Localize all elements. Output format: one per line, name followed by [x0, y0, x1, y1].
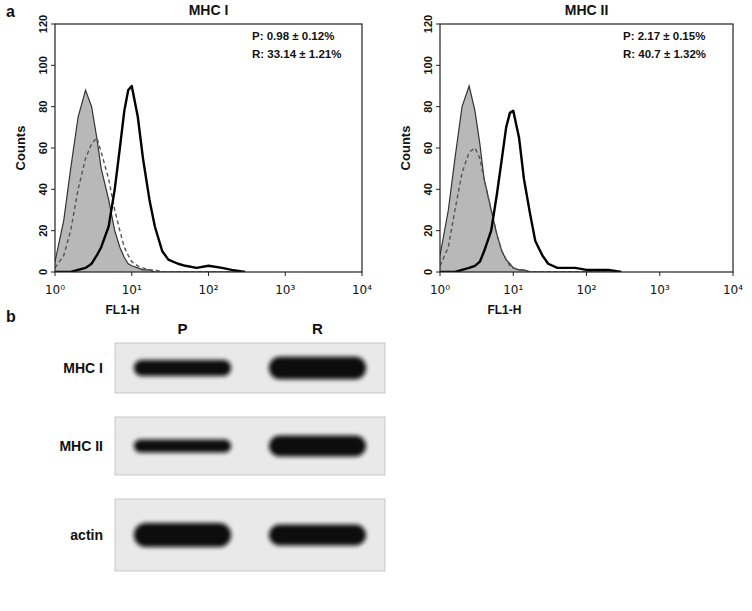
plot-frame: [55, 24, 362, 272]
y-tick-label: 60: [37, 142, 49, 154]
x-tick: [208, 272, 209, 276]
y-tick-label: 40: [37, 183, 49, 195]
blot-band: [269, 525, 366, 546]
x-tick-label: 10¹: [122, 283, 142, 297]
y-axis-label: Counts: [13, 126, 28, 171]
y-tick: [51, 272, 55, 273]
x-tick: [55, 272, 56, 276]
plot-area: [55, 86, 245, 272]
histogram-line: [440, 148, 621, 272]
western-blot: b P R MHC I MHC II actin: [6, 308, 385, 571]
y-tick-label: 100: [422, 56, 434, 74]
y-tick: [51, 148, 55, 149]
panel-label: a: [6, 3, 15, 20]
y-tick: [436, 24, 440, 25]
chart-title: MHC I: [189, 2, 229, 18]
figure: a MHC I 0 20 40 60 80 100 120 10⁰ 10¹ 10² 10³ 10⁴ Coun…: [0, 0, 752, 611]
x-tick: [440, 272, 441, 276]
annotation: P: 0.98 ± 0.12%: [252, 30, 334, 42]
y-tick-label: 80: [37, 101, 49, 113]
x-tick-label: 10⁴: [723, 283, 743, 297]
y-tick-label: 80: [422, 101, 434, 113]
histogram-line: [55, 86, 245, 272]
histogram-line: [440, 111, 621, 272]
x-tick-label: 10²: [198, 283, 218, 297]
x-tick-label: 10⁰: [45, 283, 65, 297]
blot-band: [134, 360, 231, 376]
y-tick: [436, 65, 440, 66]
x-tick: [659, 272, 660, 276]
blot-band: [269, 436, 366, 457]
histogram-panel: a MHC I 0 20 40 60 80 100 120 10⁰ 10¹ 10² 10³ 10⁴ Coun…: [6, 2, 372, 317]
x-tick: [362, 272, 363, 276]
row-label: MHC II: [59, 438, 103, 454]
histogram-panel: MHC II 0 20 40 60 80 100 120 10⁰ 10¹ 10² 10³ 10⁴ Coun…: [398, 2, 743, 317]
x-axis-label: FL1-H: [487, 303, 521, 317]
row-label: actin: [70, 527, 103, 543]
blot-strip: [115, 417, 385, 475]
lane-label: R: [312, 320, 323, 337]
x-tick-label: 10⁴: [352, 283, 372, 297]
y-tick-label: 20: [422, 225, 434, 237]
y-tick: [51, 106, 55, 107]
x-tick: [513, 272, 514, 276]
x-tick: [131, 272, 132, 276]
blot-band: [134, 523, 231, 547]
row-label: MHC I: [63, 360, 103, 376]
y-tick: [51, 24, 55, 25]
histogram-area-outline: [440, 86, 621, 272]
plot-frame: [440, 24, 733, 272]
y-tick-label: 120: [37, 15, 49, 33]
y-tick-label: 0: [422, 269, 434, 275]
x-tick-label: 10³: [650, 283, 670, 297]
y-tick: [51, 65, 55, 66]
y-tick: [436, 106, 440, 107]
y-tick: [436, 272, 440, 273]
annotation: R: 33.14 ± 1.21%: [252, 48, 341, 60]
x-tick-label: 10²: [576, 283, 596, 297]
y-tick-label: 0: [37, 269, 49, 275]
y-tick-label: 20: [37, 225, 49, 237]
blot-band: [134, 440, 231, 453]
annotation: R: 40.7 ± 1.32%: [623, 48, 706, 60]
plot-area: [440, 86, 621, 272]
x-tick: [733, 272, 734, 276]
lane-label: P: [177, 320, 187, 337]
histogram-area: [55, 90, 245, 272]
y-tick: [51, 230, 55, 231]
histogram-area-outline: [55, 90, 245, 272]
y-tick-label: 60: [422, 142, 434, 154]
x-tick-label: 10⁰: [430, 283, 450, 297]
x-tick-label: 10¹: [503, 283, 523, 297]
y-tick-label: 40: [422, 183, 434, 195]
x-tick: [586, 272, 587, 276]
y-axis-label: Counts: [398, 126, 413, 171]
x-tick-label: 10³: [275, 283, 295, 297]
y-tick: [51, 189, 55, 190]
x-axis-label: FL1-H: [106, 303, 140, 317]
chart-title: MHC II: [565, 2, 609, 18]
blot-strip: [115, 343, 385, 393]
y-tick: [436, 230, 440, 231]
histogram-area: [440, 86, 621, 272]
annotation: P: 2.17 ± 0.15%: [623, 30, 705, 42]
y-tick: [436, 189, 440, 190]
panel-label: b: [6, 308, 16, 325]
x-tick: [285, 272, 286, 276]
blot-band: [269, 357, 366, 379]
blot-strip: [115, 499, 385, 571]
y-tick-label: 120: [422, 15, 434, 33]
y-tick: [436, 148, 440, 149]
y-tick-label: 100: [37, 56, 49, 74]
